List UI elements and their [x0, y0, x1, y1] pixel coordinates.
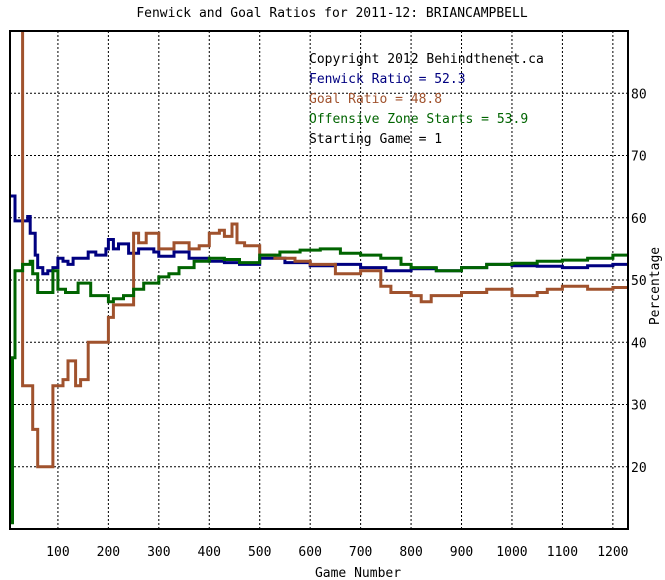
- x-tick-label: 600: [298, 545, 321, 560]
- x-axis-ticks: 100 200 300 400 500 600 700 800 900 1000 1100 1200: [46, 545, 628, 560]
- x-tick-label: 500: [248, 545, 271, 560]
- y-tick-label: 60: [631, 212, 647, 227]
- series-group: [10, 31, 628, 525]
- x-tick-label: 400: [198, 545, 221, 560]
- grid-lines: [10, 31, 628, 529]
- x-tick-label: 700: [349, 545, 372, 560]
- x-tick-label: 1100: [547, 545, 578, 560]
- x-tick-label: 1000: [496, 545, 527, 560]
- y-tick-label: 30: [631, 399, 647, 414]
- offensive-zone-starts-line: [10, 247, 628, 525]
- y-tick-label: 70: [631, 150, 647, 165]
- x-tick-label: 300: [147, 545, 170, 560]
- fenwick-ratio-legend: Fenwick Ratio = 52.3: [309, 72, 466, 87]
- y-tick-label: 20: [631, 461, 647, 476]
- chart-title: Fenwick and Goal Ratios for 2011-12: BRI…: [136, 6, 528, 21]
- plot-area-frame: [9, 30, 629, 530]
- goal-ratio-line: [21, 31, 628, 469]
- x-axis-label: Game Number: [315, 566, 401, 580]
- y-axis-ticks: 20 30 40 50 60 70 80: [631, 87, 647, 476]
- offensive-zone-starts-legend: Offensive Zone Starts = 53.9: [309, 112, 528, 127]
- x-tick-label: 200: [97, 545, 120, 560]
- y-tick-label: 40: [631, 336, 647, 351]
- starting-game-text: Starting Game = 1: [309, 132, 442, 147]
- x-tick-label: 100: [46, 545, 69, 560]
- copyright-text: Copyright 2012 Behindthenet.ca: [309, 52, 544, 67]
- legend: Copyright 2012 Behindthenet.ca Fenwick Ra…: [309, 52, 544, 147]
- x-tick-label: 800: [399, 545, 422, 560]
- x-tick-label: 1200: [597, 545, 628, 560]
- goal-ratio-legend: Goal Ratio = 48.8: [309, 92, 442, 107]
- x-tick-label: 900: [450, 545, 473, 560]
- y-tick-label: 80: [631, 87, 647, 102]
- y-tick-label: 50: [631, 274, 647, 289]
- y-axis-label: Percentage: [648, 247, 663, 325]
